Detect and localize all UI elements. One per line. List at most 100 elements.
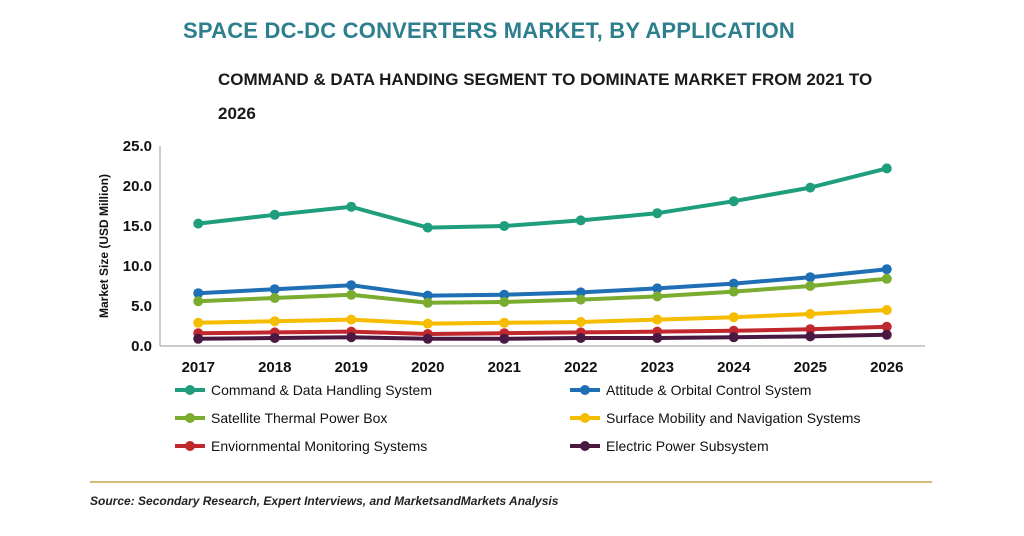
y-tick-label: 25.0 xyxy=(123,138,152,155)
chart-legend: Command & Data Handling System Attitude &… xyxy=(175,382,860,454)
data-point xyxy=(575,287,586,298)
x-tick-label: 2022 xyxy=(564,359,597,376)
data-point xyxy=(346,201,357,212)
data-point xyxy=(499,333,510,344)
data-point xyxy=(652,283,663,294)
data-point xyxy=(575,294,586,305)
data-point xyxy=(881,321,892,332)
data-point xyxy=(881,273,892,284)
data-point xyxy=(422,333,433,344)
series-layer xyxy=(193,163,892,344)
data-point xyxy=(346,332,357,343)
x-tick-label: 2018 xyxy=(258,359,291,376)
legend-label: Satellite Thermal Power Box xyxy=(211,410,387,426)
y-tick-label: 5.0 xyxy=(131,298,152,315)
data-point xyxy=(575,333,586,343)
series-line xyxy=(198,267,887,298)
data-point xyxy=(193,317,204,328)
legend-item: Surface Mobility and Navigation Systems xyxy=(570,410,860,426)
y-tick-label: 20.0 xyxy=(123,178,152,195)
data-point xyxy=(805,331,816,342)
legend-item: Command & Data Handling System xyxy=(175,382,432,398)
legend-swatch-marker xyxy=(185,385,195,395)
legend-label: Electric Power Subsystem xyxy=(606,438,769,454)
data-point xyxy=(499,289,510,300)
series-line xyxy=(198,166,888,230)
y-tick-label: 10.0 xyxy=(123,258,152,275)
data-point xyxy=(193,218,204,229)
data-point xyxy=(881,305,892,315)
data-point xyxy=(728,332,739,343)
data-point xyxy=(422,318,433,329)
legend-item: Enviornmental Monitoring Systems xyxy=(175,438,427,454)
series-line xyxy=(198,332,887,341)
data-point xyxy=(575,317,586,327)
chart-axes: 0.0 5.0 10.0 15.0 20.0 25.0 2017 2018 2019 2020 20… xyxy=(97,138,925,376)
chart-title: SPACE DC-DC CONVERTERS MARKET, BY APPLIC… xyxy=(183,18,796,43)
x-tick-label: 2023 xyxy=(641,359,674,376)
data-point xyxy=(805,272,816,283)
data-point xyxy=(422,297,433,308)
series-1 xyxy=(193,264,892,301)
legend-item: Electric Power Subsystem xyxy=(570,438,769,454)
data-point xyxy=(499,317,510,328)
data-point xyxy=(269,316,280,327)
data-point xyxy=(193,296,204,307)
data-point xyxy=(499,221,510,231)
legend-item: Attitude & Orbital Control System xyxy=(570,382,811,398)
y-tick-label: 15.0 xyxy=(123,218,152,235)
x-tick-label: 2024 xyxy=(717,359,751,376)
data-point xyxy=(881,264,892,275)
legend-label: Surface Mobility and Navigation Systems xyxy=(606,410,860,426)
data-point xyxy=(575,215,586,226)
series-5 xyxy=(193,329,892,344)
series-0 xyxy=(193,163,892,233)
data-point xyxy=(652,333,663,343)
legend-swatch-marker xyxy=(580,413,590,423)
data-point xyxy=(269,333,280,343)
legend-item: Satellite Thermal Power Box xyxy=(175,410,387,426)
legend-swatch-marker xyxy=(580,441,590,451)
legend-swatch-marker xyxy=(185,441,195,451)
data-point xyxy=(728,312,739,323)
data-point xyxy=(269,284,280,295)
data-point xyxy=(193,333,204,344)
data-point xyxy=(346,289,357,300)
data-point xyxy=(881,329,892,340)
x-tick-label: 2019 xyxy=(335,359,368,376)
x-tick-label: 2017 xyxy=(182,359,215,376)
data-point xyxy=(193,288,204,299)
data-point xyxy=(805,324,816,335)
data-point xyxy=(269,293,280,303)
x-tick-label: 2020 xyxy=(411,359,444,376)
data-point xyxy=(728,286,739,297)
data-point xyxy=(805,281,816,291)
legend-swatch-marker xyxy=(580,385,590,395)
legend-label: Command & Data Handling System xyxy=(211,382,432,398)
legend-label: Enviornmental Monitoring Systems xyxy=(211,438,427,454)
legend-swatch-marker xyxy=(185,413,195,423)
data-point xyxy=(422,290,433,301)
data-point xyxy=(652,314,663,325)
series-2 xyxy=(193,273,892,308)
data-point xyxy=(499,297,510,307)
series-line xyxy=(198,324,887,336)
series-3 xyxy=(193,305,892,329)
data-point xyxy=(805,309,816,319)
x-tick-label: 2021 xyxy=(488,359,521,376)
y-axis-label: Market Size (USD Million) xyxy=(97,174,111,318)
x-tick-label: 2025 xyxy=(794,359,827,376)
source-note: Source: Secondary Research, Expert Inter… xyxy=(90,494,559,508)
data-point xyxy=(269,209,280,220)
data-point xyxy=(422,222,433,233)
data-point xyxy=(652,208,663,219)
x-tick-label: 2026 xyxy=(870,359,903,376)
data-point xyxy=(346,314,357,325)
legend-label: Attitude & Orbital Control System xyxy=(606,382,811,398)
series-line xyxy=(198,308,887,326)
chart-subtitle: COMMAND & DATA HANDING SEGMENT TO DOMINA… xyxy=(218,70,873,123)
data-point xyxy=(346,280,357,291)
data-point xyxy=(881,163,892,174)
series-line xyxy=(198,276,887,305)
